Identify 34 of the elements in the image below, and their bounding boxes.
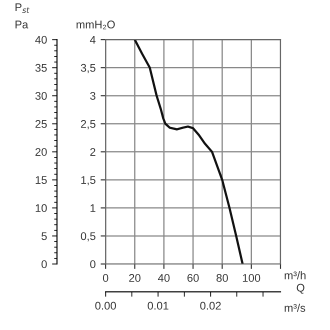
line-series xyxy=(134,40,244,264)
y2-axis-title: Pa xyxy=(16,20,28,28)
x-tick-label: 100 xyxy=(242,274,260,282)
y2-tick-label: 25 xyxy=(35,120,47,128)
y-tick-label: 3 xyxy=(90,92,96,100)
y-tick-label: 0 xyxy=(90,260,96,268)
x-tick-label: 20 xyxy=(129,274,140,282)
x-tick-label: 80 xyxy=(216,274,228,282)
y2-tick-label: 15 xyxy=(36,176,47,184)
text: P$_{st}$ xyxy=(16,3,30,13)
y2-tick-label: 30 xyxy=(35,92,47,100)
y2-tick-label: 5 xyxy=(42,232,47,240)
y-tick-label: 3,5 xyxy=(80,64,96,74)
x-tick-label: 40 xyxy=(158,274,170,282)
y2-tick-label: 0 xyxy=(42,260,47,268)
x2-tick-label: 0.01 xyxy=(148,302,168,310)
x2-tick-label: 0.02 xyxy=(200,302,221,310)
x-tick-label: 60 xyxy=(187,274,199,282)
x2-axis-title: m³/s xyxy=(284,304,306,312)
x2-tick-label: 0.00 xyxy=(95,302,116,310)
y2-tick-label: 20 xyxy=(35,148,47,156)
y-tick-label: 2,5 xyxy=(80,120,96,130)
y2-tick-label: 40 xyxy=(35,36,47,44)
y-tick-label: 1 xyxy=(90,204,96,212)
y-tick-label: 0,5 xyxy=(80,232,96,242)
x-axis-title: m³/h xyxy=(284,271,306,280)
y-tick-label: 4 xyxy=(90,36,96,44)
y-axis-title: mmH₂O xyxy=(76,20,115,30)
y2-tick-label: 35 xyxy=(35,64,47,72)
text: Q xyxy=(296,284,304,294)
y-tick-label: 1,5 xyxy=(81,176,96,186)
y2-tick-label: 10 xyxy=(36,204,47,212)
x-tick-label: 0 xyxy=(102,274,108,282)
y-tick-label: 2 xyxy=(90,148,96,156)
